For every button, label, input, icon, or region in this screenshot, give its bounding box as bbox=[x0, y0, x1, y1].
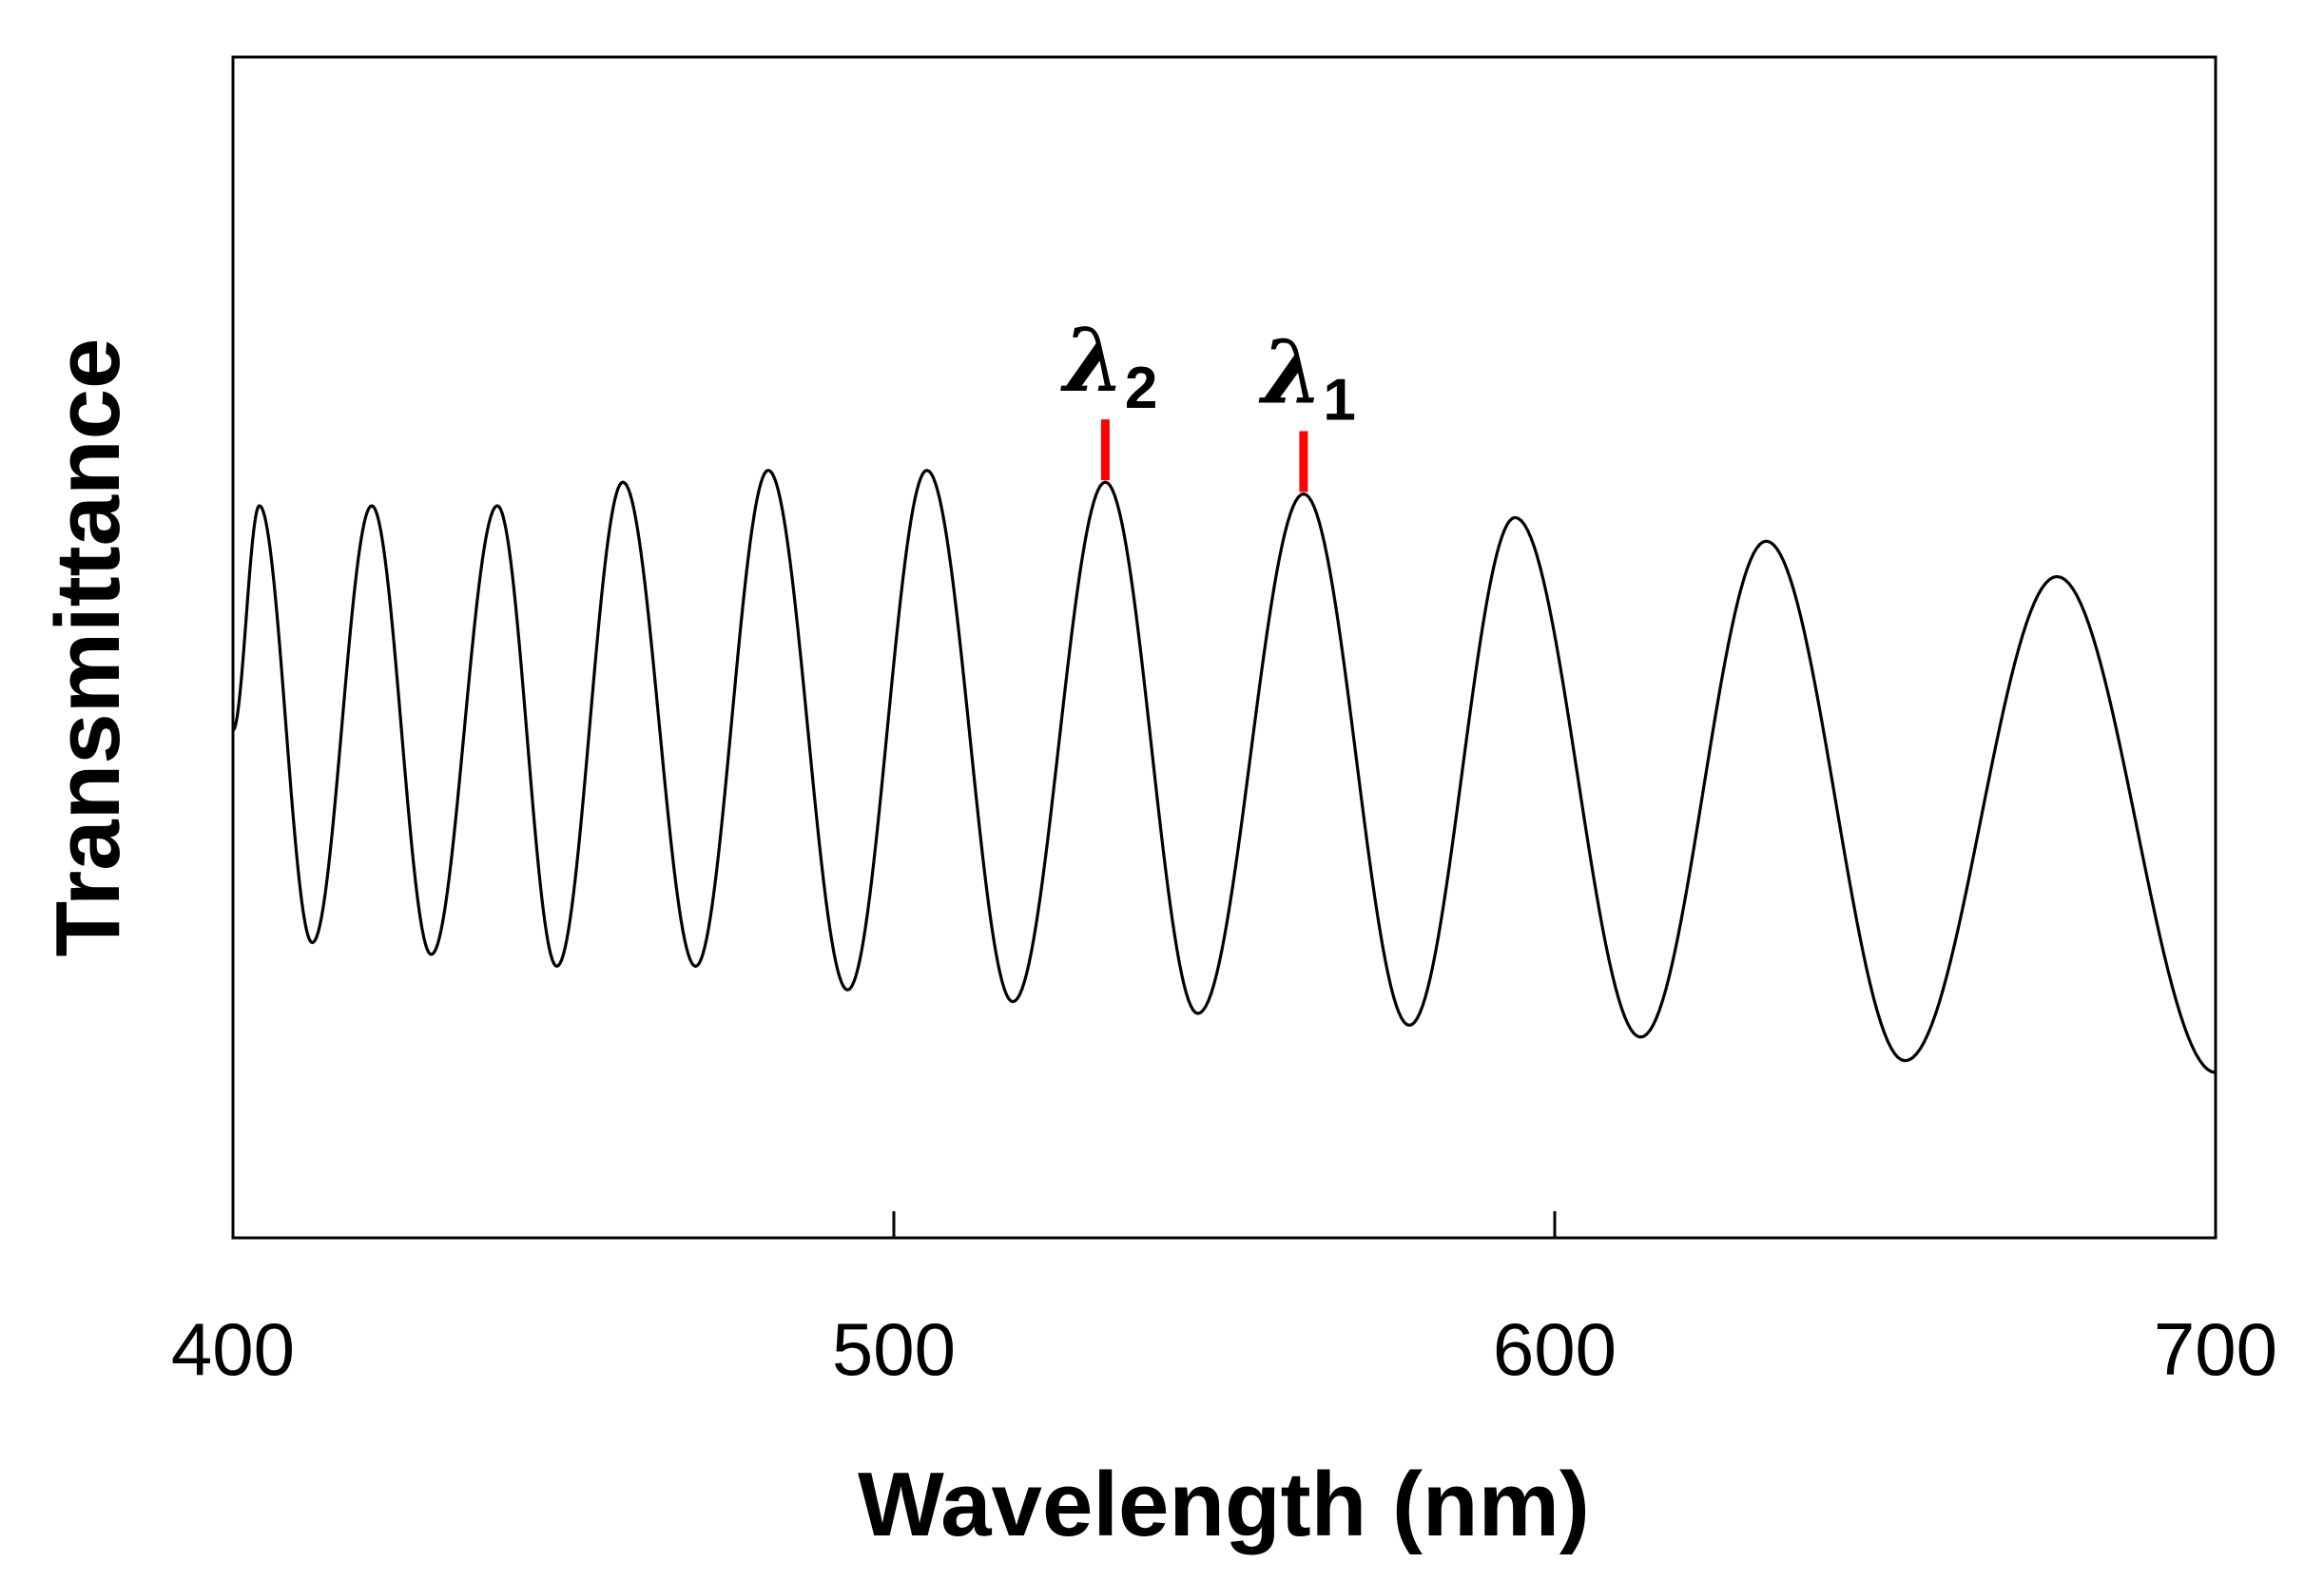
x-tick-label-400: 400 bbox=[171, 1307, 295, 1391]
x-tick-label-700: 700 bbox=[2154, 1307, 2277, 1391]
x-tick-labels: 400 500 600 700 bbox=[171, 1307, 2277, 1391]
peak-annotations: λ2 λ1 bbox=[1059, 309, 1356, 492]
x-tick-label-500: 500 bbox=[832, 1307, 956, 1391]
peak-label-lambda1: λ1 bbox=[1258, 321, 1356, 434]
x-ticks bbox=[892, 1211, 1557, 1238]
x-axis-title: Wavelength (nm) bbox=[858, 1454, 1590, 1555]
peak-label-lambda2: λ2 bbox=[1059, 309, 1157, 421]
x-tick-label-600: 600 bbox=[1493, 1307, 1617, 1391]
plot-frame bbox=[231, 55, 2217, 1240]
transmittance-line bbox=[232, 469, 2217, 1074]
y-axis-title: Transmittance bbox=[37, 338, 139, 957]
